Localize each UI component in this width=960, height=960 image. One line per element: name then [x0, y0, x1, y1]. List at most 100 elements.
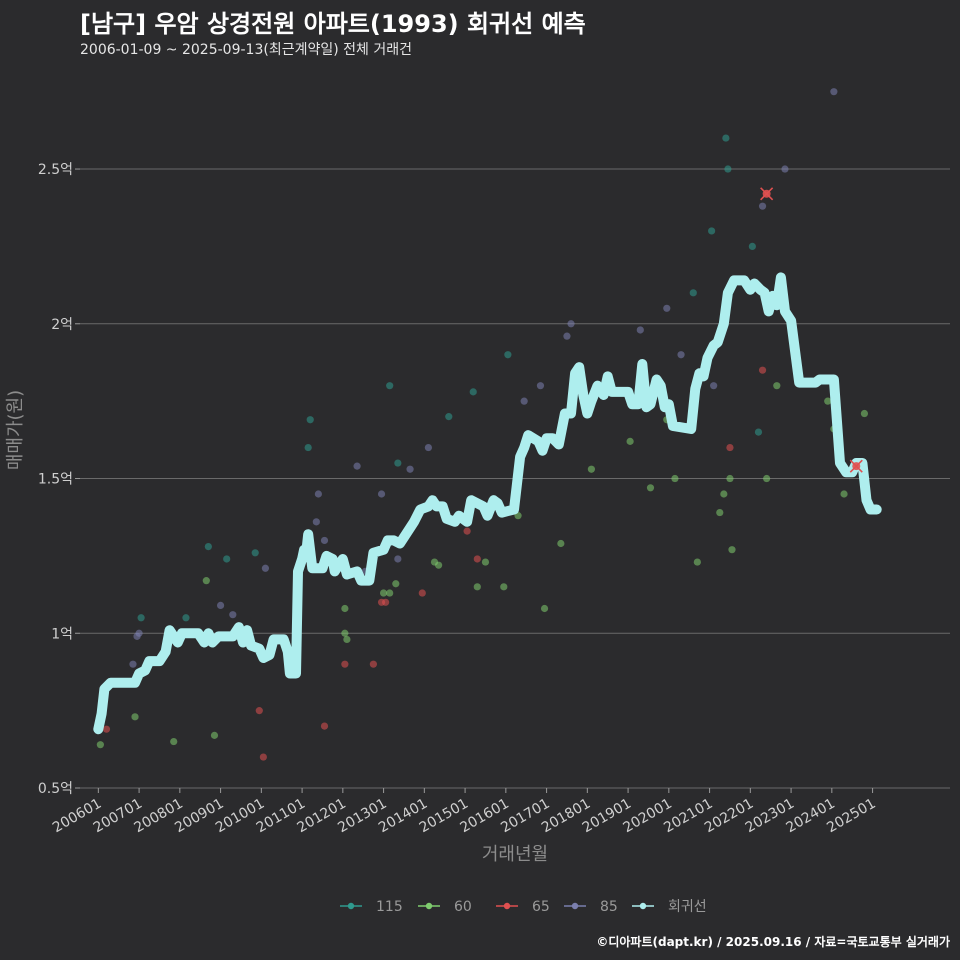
scatter-point-115: [748, 242, 756, 251]
scatter-points: [96, 88, 869, 761]
y-tick-label: 0.5억: [38, 781, 73, 797]
scatter-point-85: [314, 490, 322, 498]
scatter-point-60: [693, 558, 701, 566]
scatter-point-85: [563, 332, 571, 340]
scatter-point-85: [261, 564, 270, 572]
scatter-point-85: [216, 601, 225, 610]
scatter-point-115: [724, 165, 732, 173]
scatter-point-65: [369, 660, 377, 668]
scatter-point-85: [320, 536, 329, 545]
scatter-point-85: [424, 443, 433, 452]
scatter-point-115: [394, 459, 402, 467]
scatter-point-65: [259, 753, 267, 761]
scatter-point-115: [304, 443, 312, 452]
scatter-point-60: [716, 508, 724, 517]
scatter-point-60: [386, 589, 394, 597]
scatter-point-65: [255, 707, 263, 715]
scatter-point-115: [689, 289, 697, 297]
scatter-point-65: [473, 555, 481, 563]
scatter-point-115: [182, 614, 190, 622]
scatter-point-115: [386, 382, 394, 390]
scatter-point-60: [500, 583, 508, 591]
regression-layer: [93, 272, 882, 735]
scatter-point-60: [824, 397, 832, 405]
scatter-point-65: [758, 366, 767, 374]
chart-subtitle: 2006-01-09 ~ 2025-09-13(최근계약일) 전체 거래건: [80, 42, 412, 58]
scatter-point-65: [418, 589, 426, 597]
y-tick-label: 1.5억: [38, 472, 73, 488]
scatter-point-60: [728, 546, 736, 554]
legend-swatch-dot: [571, 902, 579, 910]
scatter-point-85: [710, 382, 718, 390]
scatter-point-85: [758, 202, 767, 210]
scatter-point-60: [341, 604, 349, 613]
scatter-point-85: [229, 611, 237, 619]
scatter-point-85: [567, 320, 575, 328]
scatter-point-85: [830, 88, 838, 96]
legend-swatch-dot: [503, 902, 511, 910]
legend: 115 60 65 85 회귀선: [340, 899, 707, 915]
scatter-point-115: [754, 428, 763, 436]
legend-swatch-dot: [639, 902, 647, 910]
scatter-point-60: [379, 589, 388, 597]
scatter-point-60: [170, 737, 178, 746]
credit-text: ©디아파트(dapt.kr) / 2025.09.16 / 자료=국토교통부 실…: [596, 935, 950, 949]
scatter-point-60: [481, 558, 490, 566]
scatter-point-85: [663, 304, 671, 312]
legend-label: 65: [532, 899, 550, 915]
legend-label: 회귀선: [668, 899, 707, 915]
scatter-point-65: [463, 527, 471, 535]
scatter-point-65: [320, 722, 329, 730]
scatter-point-60: [392, 580, 400, 588]
scatter-point-60: [671, 474, 679, 483]
scatter-point-115: [251, 549, 259, 557]
y-tick-label: 2억: [51, 317, 73, 333]
scatter-point-115: [223, 555, 231, 563]
highlight-cross-icon: [760, 187, 774, 201]
scatter-point-85: [677, 351, 685, 359]
scatter-point-60: [840, 490, 848, 498]
scatter-point-60: [726, 474, 734, 483]
scatter-point-85: [377, 490, 386, 498]
scatter-point-65: [102, 725, 111, 733]
scatter-point-85: [536, 382, 545, 390]
scatter-point-85: [781, 165, 789, 173]
highlight-markers: [760, 187, 863, 473]
scatter-point-60: [202, 577, 210, 585]
y-tick-label: 1억: [51, 626, 73, 642]
scatter-point-65: [726, 443, 734, 452]
scatter-point-85: [312, 518, 320, 526]
scatter-point-115: [722, 134, 730, 142]
scatter-point-60: [341, 629, 349, 637]
scatter-point-85: [394, 555, 402, 563]
scatter-point-115: [306, 416, 314, 424]
scatter-point-60: [720, 490, 728, 498]
scatter-point-115: [204, 543, 212, 551]
scatter-point-60: [473, 583, 481, 591]
scatter-point-85: [636, 326, 644, 334]
scatter-point-60: [434, 561, 443, 569]
regression-line: [93, 272, 882, 735]
scatter-point-60: [540, 604, 549, 613]
scatter-point-85: [129, 660, 137, 668]
scatter-point-60: [96, 741, 104, 749]
scatter-point-60: [587, 465, 596, 473]
scatter-point-115: [708, 227, 716, 235]
scatter-point-60: [557, 539, 565, 548]
scatter-point-85: [520, 397, 528, 405]
scatter-point-115: [504, 351, 512, 359]
legend-label: 115: [376, 899, 403, 915]
scatter-point-60: [763, 474, 771, 483]
scatter-point-60: [773, 382, 781, 390]
scatter-point-60: [626, 437, 634, 445]
scatter-point-115: [445, 413, 453, 421]
legend-swatch-dot: [425, 902, 433, 910]
scatter-point-60: [210, 731, 219, 739]
scatter-point-65: [341, 660, 349, 668]
scatter-point-60: [131, 713, 139, 721]
y-tick-label: 2.5억: [38, 162, 73, 178]
scatter-point-85: [353, 462, 361, 470]
legend-label: 60: [454, 899, 472, 915]
scatter-point-85: [135, 629, 143, 637]
